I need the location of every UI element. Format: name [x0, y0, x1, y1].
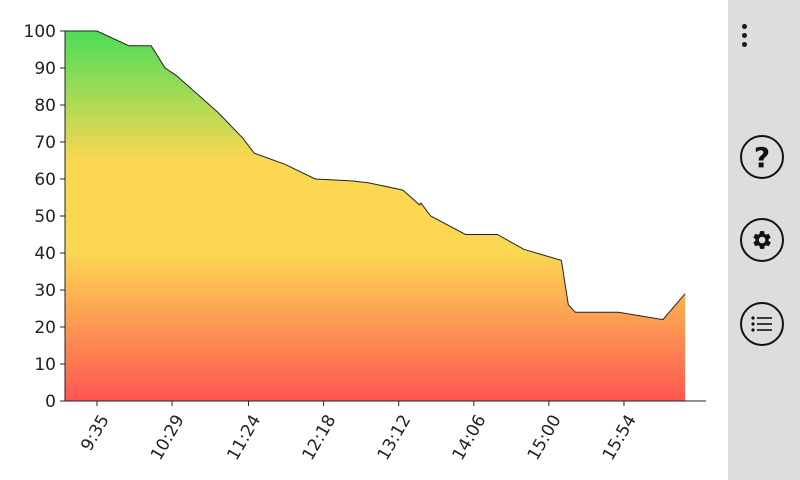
- y-tick-label: 40: [34, 244, 56, 264]
- y-tick-label: 60: [34, 170, 56, 190]
- y-tick-label: 100: [24, 22, 56, 42]
- y-tick-label: 0: [45, 392, 56, 412]
- battery-area-fill: [65, 31, 686, 401]
- y-axis-ticks: 0 10 20 30 40 50 60 70 80 90 100: [24, 22, 65, 412]
- list-icon: [751, 316, 772, 332]
- more-vert-icon[interactable]: [730, 18, 758, 58]
- x-tick-label: 10:29: [147, 412, 189, 464]
- plot-layer: [65, 30, 686, 401]
- y-tick-label: 70: [34, 133, 56, 153]
- x-tick-label: 12:18: [299, 412, 341, 464]
- x-tick-label: 11:24: [223, 412, 265, 464]
- help-icon: ?: [753, 140, 771, 174]
- y-tick-label: 10: [34, 355, 56, 375]
- settings-icon: [753, 231, 771, 249]
- y-tick-label: 20: [34, 318, 56, 338]
- list-button[interactable]: [740, 302, 784, 346]
- battery-chart-area: 0 10 20 30 40 50 60 70 80 90 100 9:35 10:29 11:24 12:…: [24, 22, 706, 464]
- x-tick-label: 13:12: [374, 412, 416, 464]
- y-tick-label: 80: [34, 96, 56, 116]
- x-axis-ticks: 9:35 10:29 11:24 12:18 13:12 14:06 15:00 15:54: [77, 401, 641, 464]
- y-tick-label: 30: [34, 281, 56, 301]
- side-panel: ?: [728, 0, 800, 480]
- settings-button[interactable]: [740, 218, 784, 262]
- x-tick-label: 15:54: [599, 412, 641, 464]
- y-tick-label: 90: [34, 59, 56, 79]
- battery-chart: 0 10 20 30 40 50 60 70 80 90 100 9:35 10:29 11:24 12:…: [24, 22, 706, 464]
- x-tick-label: 14:06: [449, 412, 491, 464]
- y-tick-label: 50: [34, 207, 56, 227]
- x-tick-label: 9:35: [77, 412, 113, 455]
- x-tick-label: 15:00: [524, 412, 566, 464]
- battery-line: [65, 30, 686, 321]
- help-button[interactable]: ?: [740, 135, 784, 179]
